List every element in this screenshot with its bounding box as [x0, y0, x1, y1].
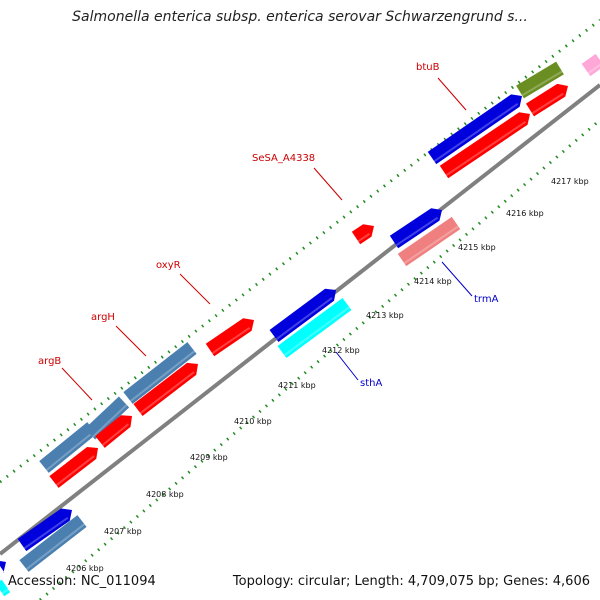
topology-text: Topology: circular; Length: 4,709,075 bp… [232, 574, 590, 589]
tick-label: 4206 kbp [66, 564, 104, 573]
gene-feature-blue[interactable] [389, 208, 442, 249]
label-leader-line [179, 273, 211, 305]
gene-feature-highlight [283, 306, 350, 357]
gc-track-outer [0, 18, 600, 484]
gene-feature-highlight [521, 70, 563, 97]
gene-feature-highlight [25, 523, 86, 570]
gene-feature-highlight [129, 350, 196, 402]
gene-feature-steel[interactable] [39, 422, 97, 473]
label-leader-line [441, 261, 473, 297]
tick-label: 4211 kbp [278, 381, 316, 390]
label-leader-line [61, 367, 93, 401]
gene-feature-highlight [101, 423, 129, 446]
gene-feature-highlight [445, 120, 527, 177]
tick-label: 4212 kbp [322, 346, 360, 355]
gene-label[interactable]: trmA [474, 294, 499, 305]
gene-feature-highlight [92, 404, 128, 438]
gene-feature-red[interactable] [133, 362, 198, 416]
gene-features [0, 53, 600, 597]
tick-label: 4216 kbp [506, 209, 544, 218]
gene-feature-pink[interactable] [581, 53, 600, 77]
gene-feature-highlight [395, 216, 439, 247]
map-title: Salmonella enterica subsp. enterica sero… [72, 9, 528, 25]
gene-feature-highlight [45, 430, 96, 471]
tick-label: 4215 kbp [458, 243, 496, 252]
gene-feature-red[interactable] [525, 83, 568, 117]
gene-feature-red[interactable] [205, 318, 254, 357]
tick-label: 4210 kbp [234, 417, 272, 426]
gene-feature-steel[interactable] [84, 396, 130, 440]
label-leader-line [313, 167, 343, 201]
gene-feature-cyan[interactable] [277, 297, 352, 359]
gene-feature-olive[interactable] [516, 61, 564, 99]
tick-label: 4214 kbp [414, 277, 452, 286]
tick-labels: 4206 kbp 4207 kbp 4208 kbp 4209 kbp 4210 kbp… [66, 177, 589, 573]
gene-feature-highlight [433, 103, 519, 163]
gene-feature-highlight [1, 588, 9, 595]
gene-label[interactable]: argB [38, 356, 61, 367]
gene-label[interactable]: sthA [360, 378, 382, 389]
label-leader-line [115, 325, 147, 357]
gene-labels: argB argH oxyR SeSA_A4338 btuB sthA trmA [38, 62, 499, 401]
gene-feature-highlight [55, 455, 95, 486]
gene-feature-blue[interactable] [0, 560, 6, 573]
tick-label: 4209 kbp [190, 453, 228, 462]
gene-feature-highlight [275, 297, 333, 341]
gene-label[interactable]: oxyR [156, 260, 181, 271]
tick-label: 4208 kbp [146, 490, 184, 499]
gene-label[interactable]: btuB [416, 62, 440, 73]
gene-label[interactable]: SeSA_A4338 [252, 153, 315, 164]
gene-feature-red[interactable] [351, 224, 374, 245]
accession-text: Accession: NC_011094 [8, 574, 156, 589]
gene-feature-steel[interactable] [19, 515, 87, 572]
tick-label: 4213 kbp [366, 311, 404, 320]
gene-feature-blue[interactable] [17, 508, 72, 552]
gene-feature-highlight [139, 371, 195, 414]
gene-feature-red[interactable] [95, 415, 132, 448]
gene-feature-highlight [211, 326, 251, 355]
gene-label[interactable]: argH [91, 312, 115, 323]
gene-feature-red[interactable] [439, 112, 530, 179]
gene-feature-red[interactable] [49, 446, 98, 488]
gene-feature-salmon[interactable] [397, 216, 461, 267]
gene-feature-blue[interactable] [427, 94, 522, 165]
gene-feature-highlight [403, 225, 459, 265]
gene-feature-highlight [357, 232, 371, 243]
tick-label: 4217 kbp [551, 177, 589, 186]
tick-label: 4207 kbp [104, 527, 142, 536]
label-leader-line [437, 77, 467, 111]
gene-feature-steel[interactable] [123, 342, 197, 404]
gene-feature-blue[interactable] [269, 288, 336, 343]
label-leader-line [335, 351, 359, 381]
gene-feature-cyan[interactable] [0, 579, 11, 597]
gene-feature-highlight [531, 92, 564, 115]
gene-feature-highlight [23, 517, 69, 550]
